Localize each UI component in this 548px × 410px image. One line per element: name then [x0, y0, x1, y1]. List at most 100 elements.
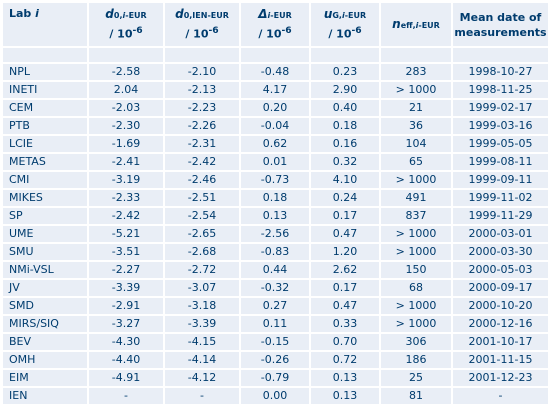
d0-cell: -2.41: [89, 154, 163, 170]
table-row: EIM -4.91 -4.12 -0.79 0.13 25 2001-12-23: [3, 370, 548, 386]
lab-cell: PTB: [3, 118, 87, 134]
d0-ien-cell: -2.72: [165, 262, 239, 278]
d0-ien-cell: -3.18: [165, 298, 239, 314]
d0-cell: -4.30: [89, 334, 163, 350]
lab-cell: SMU: [3, 244, 87, 260]
date-cell: 1999-11-02: [453, 190, 548, 206]
uncertainty-cell: 1.20: [311, 244, 379, 260]
uncertainty-cell: 0.24: [311, 190, 379, 206]
uncertainty-cell: 0.47: [311, 226, 379, 242]
table-row: MIKES -2.33 -2.51 0.18 0.24 491 1999-11-02: [3, 190, 548, 206]
d0-ien-cell: -4.12: [165, 370, 239, 386]
neff-cell: 81: [381, 388, 451, 404]
uncertainty-cell: 0.40: [311, 100, 379, 116]
d0-ien-cell: -2.65: [165, 226, 239, 242]
delta-cell: 0.44: [241, 262, 309, 278]
delta-cell: -0.48: [241, 64, 309, 80]
d0-ien-cell: -2.68: [165, 244, 239, 260]
d0-cell: -1.69: [89, 136, 163, 152]
date-cell: 1999-08-11: [453, 154, 548, 170]
delta-cell: 0.20: [241, 100, 309, 116]
delta-cell: -0.32: [241, 280, 309, 296]
uncertainty-cell: 0.16: [311, 136, 379, 152]
neff-cell: > 1000: [381, 316, 451, 332]
neff-cell: 104: [381, 136, 451, 152]
neff-cell: 283: [381, 64, 451, 80]
d0-cell: -3.19: [89, 172, 163, 188]
d0-cell: -2.91: [89, 298, 163, 314]
lab-cell: NMi-VSL: [3, 262, 87, 278]
delta-cell: 0.13: [241, 208, 309, 224]
delta-cell: 0.00: [241, 388, 309, 404]
lab-cell: INETI: [3, 82, 87, 98]
d0-cell: -2.27: [89, 262, 163, 278]
lab-cell: LCIE: [3, 136, 87, 152]
d0-cell: -2.30: [89, 118, 163, 134]
lab-cell: NPL: [3, 64, 87, 80]
delta-cell: 4.17: [241, 82, 309, 98]
d0-ien-cell: -2.31: [165, 136, 239, 152]
d0-ien-cell: -4.14: [165, 352, 239, 368]
lab-cell: OMH: [3, 352, 87, 368]
d0-ien-cell: -2.23: [165, 100, 239, 116]
uncertainty-cell: 4.10: [311, 172, 379, 188]
d0-cell: -: [89, 388, 163, 404]
header-d0: d0,i-EUR / 10-6: [89, 3, 163, 46]
d0-ien-cell: -2.42: [165, 154, 239, 170]
neff-cell: 21: [381, 100, 451, 116]
d0-ien-cell: -4.15: [165, 334, 239, 350]
table-row: CMI -3.19 -2.46 -0.73 4.10 > 1000 1999-09-11: [3, 172, 548, 188]
date-cell: 1998-10-27: [453, 64, 548, 80]
d0-ien-cell: -2.26: [165, 118, 239, 134]
delta-cell: 0.01: [241, 154, 309, 170]
neff-cell: 36: [381, 118, 451, 134]
table-row: IEN - -0.00 0.13 81-: [3, 388, 548, 404]
date-cell: 2001-12-23: [453, 370, 548, 386]
date-cell: 2000-12-16: [453, 316, 548, 332]
table-row: CEM -2.03 -2.23 0.20 0.40 21 1999-02-17: [3, 100, 548, 116]
table-row: METAS -2.41 -2.42 0.01 0.32 65 1999-08-11: [3, 154, 548, 170]
neff-cell: > 1000: [381, 298, 451, 314]
uncertainty-cell: 0.18: [311, 118, 379, 134]
lab-cell: IEN: [3, 388, 87, 404]
neff-cell: 25: [381, 370, 451, 386]
delta-cell: -0.73: [241, 172, 309, 188]
delta-cell: 0.18: [241, 190, 309, 206]
d0-ien-cell: -2.54: [165, 208, 239, 224]
delta-cell: -2.56: [241, 226, 309, 242]
d0-cell: -2.03: [89, 100, 163, 116]
neff-cell: > 1000: [381, 82, 451, 98]
d0-cell: -5.21: [89, 226, 163, 242]
d0-cell: -3.39: [89, 280, 163, 296]
header-delta: Δi-EUR / 10-6: [241, 3, 309, 46]
date-cell: 2000-10-20: [453, 298, 548, 314]
d0-ien-cell: -2.10: [165, 64, 239, 80]
header-row: Lab i d0,i-EUR / 10-6 d0,IEN-EUR / 10-6 …: [3, 3, 548, 46]
delta-cell: -0.79: [241, 370, 309, 386]
header-lab: Lab i: [3, 3, 87, 46]
header-d0-ien: d0,IEN-EUR / 10-6: [165, 3, 239, 46]
d0-ien-cell: -3.39: [165, 316, 239, 332]
uncertainty-cell: 0.17: [311, 208, 379, 224]
uncertainty-cell: 0.70: [311, 334, 379, 350]
neff-cell: 186: [381, 352, 451, 368]
uncertainty-cell: 2.90: [311, 82, 379, 98]
lab-cell: JV: [3, 280, 87, 296]
neff-cell: 150: [381, 262, 451, 278]
neff-cell: 491: [381, 190, 451, 206]
uncertainty-cell: 0.13: [311, 388, 379, 404]
date-cell: 1999-11-29: [453, 208, 548, 224]
uncertainty-cell: 2.62: [311, 262, 379, 278]
date-cell: 2001-10-17: [453, 334, 548, 350]
table-row: JV -3.39 -3.07 -0.32 0.17 68 2000-09-17: [3, 280, 548, 296]
date-cell: 1999-09-11: [453, 172, 548, 188]
neff-cell: > 1000: [381, 172, 451, 188]
d0-ien-cell: -2.13: [165, 82, 239, 98]
table-row: MIRS/SIQ -3.27 -3.39 0.11 0.33 > 1000 2000-12-…: [3, 316, 548, 332]
table-row: UME -5.21 -2.65 -2.56 0.47 > 1000 2000-03-01: [3, 226, 548, 242]
d0-cell: -4.91: [89, 370, 163, 386]
lab-cell: SP: [3, 208, 87, 224]
lab-cell: UME: [3, 226, 87, 242]
date-cell: 1999-05-05: [453, 136, 548, 152]
